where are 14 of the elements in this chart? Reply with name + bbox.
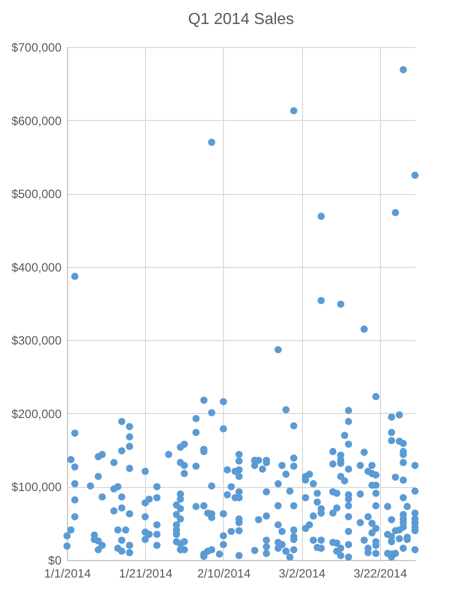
x-tick-label: 2/10/2014: [197, 566, 251, 580]
y-tick-label: $700,000: [11, 40, 62, 54]
y-tick-label: $600,000: [11, 114, 62, 128]
x-tick-label: 3/22/2014: [354, 566, 408, 580]
chart-title: Q1 2014 Sales: [188, 11, 294, 28]
x-tick-label: 1/21/2014: [119, 566, 173, 580]
y-tick-label: $100,000: [11, 480, 62, 494]
x-tick-label: 1/1/2014: [44, 566, 92, 580]
y-tick-label: $500,000: [11, 187, 62, 202]
y-tick-label: $0: [48, 554, 62, 568]
y-tick-label: $400,000: [11, 260, 62, 274]
y-tick-label: $200,000: [11, 406, 62, 421]
x-tick-label: 3/2/2014: [278, 566, 326, 580]
y-tick-label: $300,000: [11, 334, 62, 348]
